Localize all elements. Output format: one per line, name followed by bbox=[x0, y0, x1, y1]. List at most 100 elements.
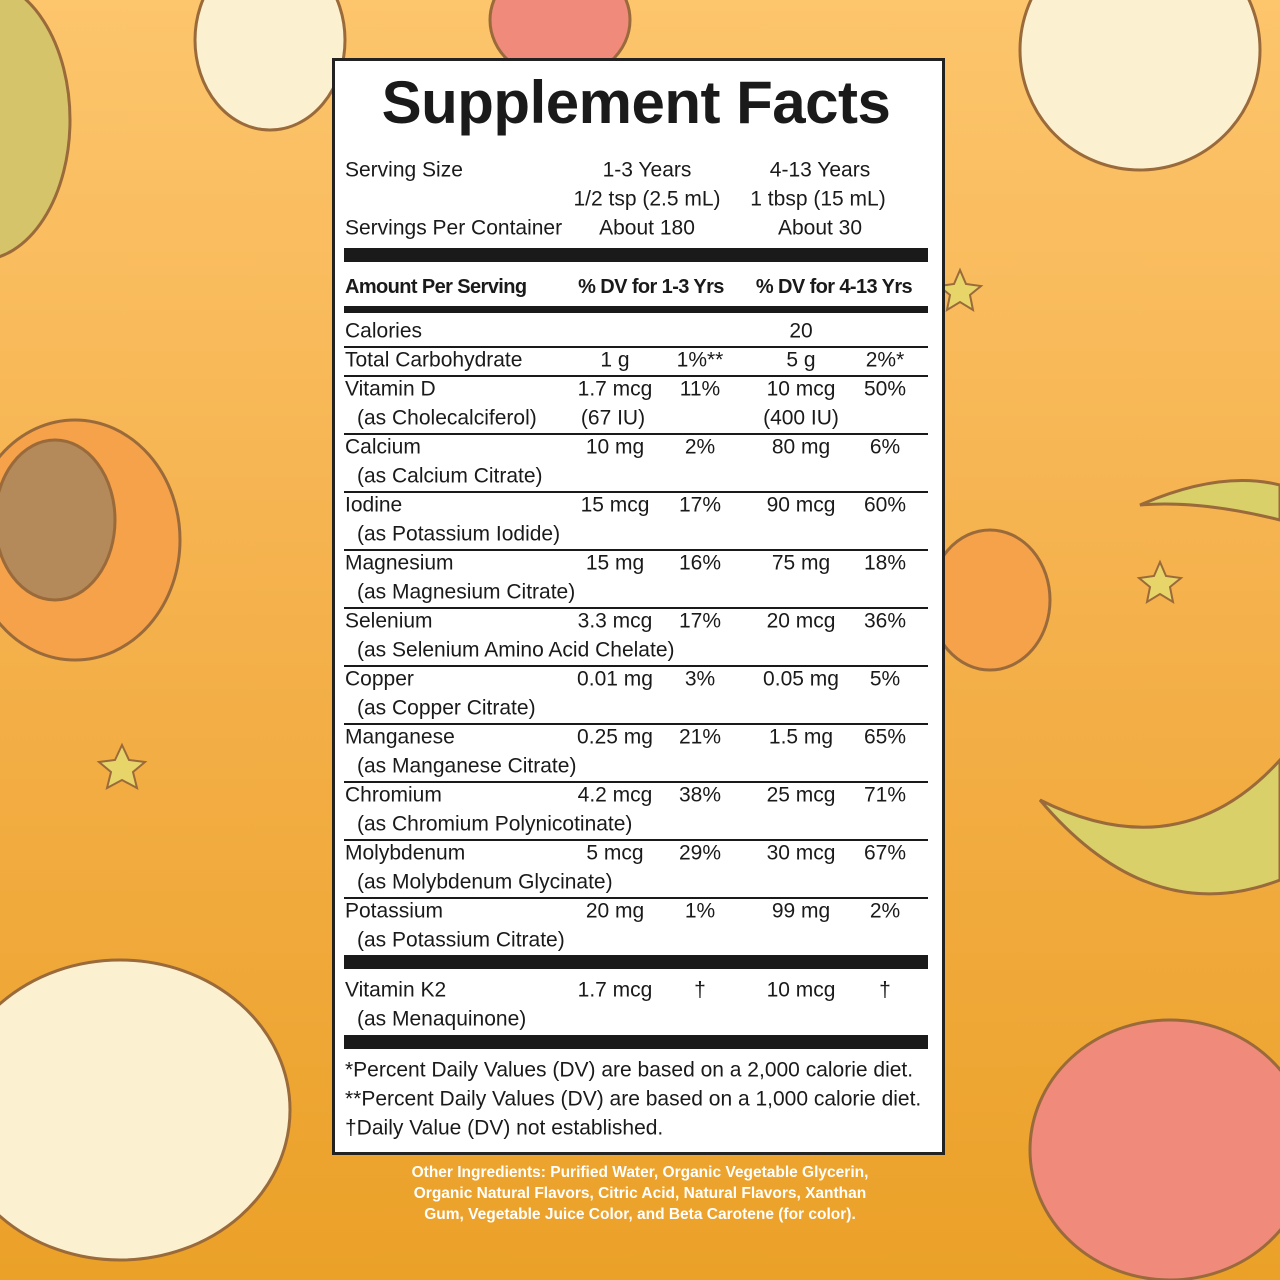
age-group: 1-3 Years bbox=[602, 158, 692, 182]
thin-rule bbox=[344, 897, 928, 899]
nutrient-source: (as Menaquinone) bbox=[357, 1007, 527, 1031]
amount: 25 mcg bbox=[766, 783, 836, 807]
daily-value: 5% bbox=[869, 667, 901, 691]
medium-rule bbox=[344, 306, 928, 313]
daily-value: 16% bbox=[678, 551, 722, 575]
amount: 5 g bbox=[786, 348, 816, 372]
amount: 0.25 mg bbox=[577, 725, 653, 749]
daily-value: 67% bbox=[863, 841, 907, 865]
thin-rule bbox=[344, 781, 928, 783]
nutrient-name: Copper bbox=[345, 667, 414, 691]
title: Supplement Facts bbox=[381, 69, 891, 136]
nutrient-name: Chromium bbox=[345, 783, 442, 807]
thick-rule bbox=[344, 955, 928, 969]
column-header: Amount Per Serving bbox=[345, 276, 527, 298]
amount: (67 IU) bbox=[580, 406, 646, 430]
serving-size: 1/2 tsp (2.5 mL) bbox=[573, 187, 721, 211]
nutrient-name: Vitamin D bbox=[345, 377, 436, 401]
thick-rule bbox=[344, 1035, 928, 1049]
nutrient-source: (as Molybdenum Glycinate) bbox=[357, 870, 613, 894]
daily-value: 65% bbox=[863, 725, 907, 749]
nutrient-source: (as Potassium Citrate) bbox=[357, 928, 565, 952]
nutrient-name: Calories bbox=[345, 319, 423, 343]
amount: 10 mcg bbox=[766, 978, 836, 1002]
other-ingredients: Other Ingredients: Purified Water, Organ… bbox=[411, 1164, 869, 1181]
amount: 80 mg bbox=[771, 435, 831, 459]
other-ingredients: Gum, Vegetable Juice Color, and Beta Car… bbox=[424, 1206, 856, 1223]
daily-value: 2% bbox=[869, 899, 901, 923]
daily-value: 6% bbox=[869, 435, 901, 459]
nutrient-source: (as Manganese Citrate) bbox=[357, 754, 577, 778]
amount: 90 mcg bbox=[766, 493, 836, 517]
nutrient-name: Calcium bbox=[345, 435, 421, 459]
daily-value: † bbox=[879, 978, 891, 1002]
amount: (400 IU) bbox=[763, 406, 839, 430]
amount: 0.01 mg bbox=[577, 667, 653, 691]
nutrient-source: (as Potassium Iodide) bbox=[357, 522, 561, 546]
daily-value: 2%* bbox=[865, 348, 905, 372]
serving-size: 1 tbsp (15 mL) bbox=[750, 187, 886, 211]
column-header: % DV for 1-3 Yrs bbox=[578, 276, 724, 298]
amount: 5 mcg bbox=[586, 841, 644, 865]
thin-rule bbox=[344, 607, 928, 609]
servings-per-container: About 30 bbox=[777, 216, 863, 240]
nutrient-name: Vitamin K2 bbox=[345, 978, 447, 1002]
supplement-facts-panel bbox=[332, 58, 945, 1155]
nutrient-source: (as Cholecalciferol) bbox=[357, 406, 537, 430]
nutrient-source: (as Calcium Citrate) bbox=[357, 464, 543, 488]
servings-per-container-label: Servings Per Container bbox=[345, 216, 563, 240]
thin-rule bbox=[344, 433, 928, 435]
footnote: †Daily Value (DV) not established. bbox=[345, 1116, 664, 1140]
thin-rule bbox=[344, 839, 928, 841]
serving-size-label: Serving Size bbox=[345, 158, 463, 182]
daily-value: 2% bbox=[684, 435, 716, 459]
thin-rule bbox=[344, 375, 928, 377]
thin-rule bbox=[344, 549, 928, 551]
daily-value: 60% bbox=[863, 493, 907, 517]
thin-rule bbox=[344, 346, 928, 348]
daily-value: 38% bbox=[678, 783, 722, 807]
column-header: % DV for 4-13 Yrs bbox=[755, 276, 913, 298]
daily-value: † bbox=[694, 978, 706, 1002]
amount: 10 mg bbox=[585, 435, 645, 459]
amount: 15 mg bbox=[585, 551, 645, 575]
age-group: 4-13 Years bbox=[769, 158, 871, 182]
amount: 0.05 mg bbox=[763, 667, 839, 691]
daily-value: 17% bbox=[678, 609, 722, 633]
nutrient-name: Manganese bbox=[345, 725, 455, 749]
footnote: *Percent Daily Values (DV) are based on … bbox=[345, 1058, 914, 1082]
daily-value: 36% bbox=[863, 609, 907, 633]
amount: 3.3 mcg bbox=[577, 609, 653, 633]
nutrient-source: (as Copper Citrate) bbox=[357, 696, 536, 720]
daily-value: 50% bbox=[863, 377, 907, 401]
nutrient-name: Selenium bbox=[345, 609, 433, 633]
daily-value: 21% bbox=[678, 725, 722, 749]
amount: 20 mg bbox=[585, 899, 645, 923]
daily-value: 3% bbox=[684, 667, 716, 691]
nutrient-source: (as Chromium Polynicotinate) bbox=[357, 812, 633, 836]
nutrient-name: Iodine bbox=[345, 493, 403, 517]
thin-rule bbox=[344, 491, 928, 493]
amount: 4.2 mcg bbox=[577, 783, 653, 807]
amount: 1 g bbox=[600, 348, 630, 372]
amount: 20 bbox=[789, 319, 813, 343]
daily-value: 1% bbox=[684, 899, 716, 923]
amount: 1.5 mg bbox=[768, 725, 834, 749]
servings-per-container: About 180 bbox=[599, 216, 695, 240]
amount: 30 mcg bbox=[766, 841, 836, 865]
nutrient-name: Magnesium bbox=[345, 551, 454, 575]
amount: 1.7 mcg bbox=[577, 377, 653, 401]
nutrient-name: Potassium bbox=[345, 899, 444, 923]
amount: 10 mcg bbox=[766, 377, 836, 401]
amount: 75 mg bbox=[771, 551, 831, 575]
daily-value: 29% bbox=[678, 841, 722, 865]
amount: 20 mcg bbox=[766, 609, 836, 633]
nutrient-name: Total Carbohydrate bbox=[345, 348, 523, 372]
thin-rule bbox=[344, 723, 928, 725]
nutrient-source: (as Magnesium Citrate) bbox=[357, 580, 576, 604]
thick-rule bbox=[344, 248, 928, 262]
daily-value: 71% bbox=[863, 783, 907, 807]
amount: 99 mg bbox=[771, 899, 831, 923]
